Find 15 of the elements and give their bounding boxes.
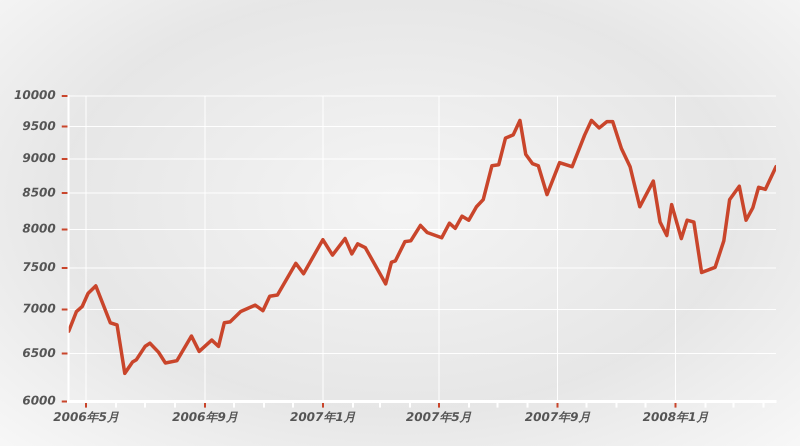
x-tick-label: 2007年5月 — [406, 410, 472, 424]
y-tick-label: 6500 — [22, 346, 56, 360]
x-tick-label: 2006年9月 — [172, 410, 238, 424]
x-tick-label: 2007年1月 — [290, 410, 356, 424]
x-tick-label: 2006年5月 — [53, 410, 120, 424]
y-tick-label: 9500 — [22, 118, 56, 133]
x-tick-label: 2008年1月 — [642, 410, 708, 424]
y-tick-label: 9000 — [22, 151, 56, 166]
y-tick-label: 7000 — [22, 302, 56, 316]
y-tick-label: 8500 — [22, 185, 56, 200]
y-tick-label: 7500 — [22, 260, 56, 274]
y-tick-label: 6000 — [22, 394, 56, 408]
x-tick-label: 2007年9月 — [524, 410, 591, 424]
y-tick-label: 10000 — [14, 88, 56, 102]
y-tick-label: 8000 — [22, 222, 56, 236]
